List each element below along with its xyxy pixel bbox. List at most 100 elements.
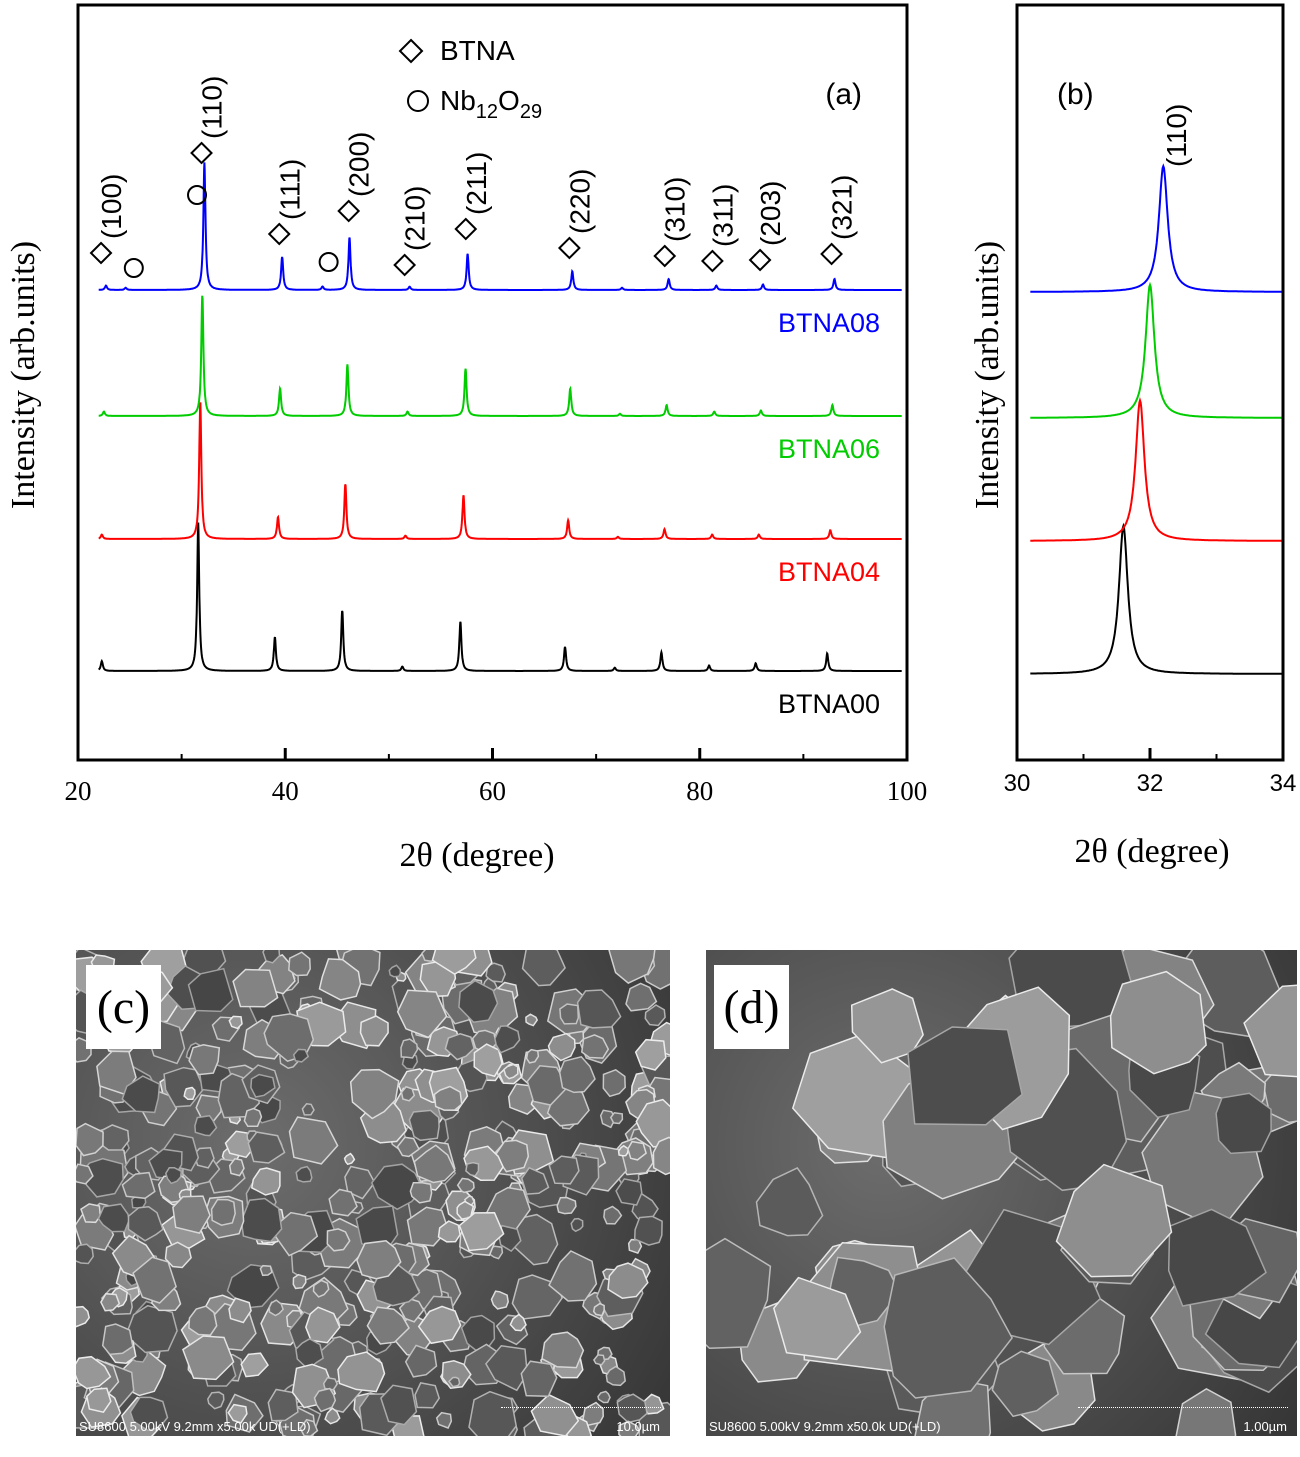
sem-grain	[288, 951, 311, 977]
sem-grain	[227, 1403, 248, 1424]
sem-grain	[409, 1182, 433, 1204]
x-tick-label-b: 32	[1137, 770, 1164, 797]
sem-grain	[324, 1407, 341, 1425]
phase-marker-btna	[190, 141, 213, 165]
sem-grain	[328, 1188, 358, 1217]
x-axis-label-b: 2θ (degree)	[1074, 833, 1229, 870]
panel-label-a: (a)	[825, 78, 862, 111]
sem-grain	[706, 1237, 772, 1350]
sem-info-c: SU8600 5.00kV 9.2mm x5.00k UD(+LD)	[79, 1419, 311, 1434]
sem-grain	[1215, 1092, 1272, 1155]
sem-grain	[301, 1103, 315, 1116]
sem-grain	[473, 1043, 503, 1078]
sem-grain	[570, 1217, 584, 1233]
sem-grain	[243, 1107, 263, 1128]
sem-grain	[228, 1015, 243, 1030]
sem-grain	[644, 1004, 666, 1027]
sem-grain	[121, 1171, 156, 1200]
phase-marker-btna	[393, 253, 417, 277]
sem-grain	[991, 1350, 1060, 1418]
sem-grain	[556, 1196, 577, 1215]
sem-grain	[129, 1396, 169, 1432]
sem-grain	[456, 1177, 475, 1194]
sem-grain	[188, 1305, 218, 1336]
sem-grain	[398, 1297, 425, 1323]
sem-grain	[548, 1155, 580, 1185]
sem-grain	[850, 988, 924, 1064]
xrd-series-line-btna08	[98, 162, 902, 291]
sem-grain	[484, 1345, 528, 1392]
sem-grain	[400, 1085, 416, 1102]
sem-grain	[343, 1152, 356, 1166]
sem-grain	[435, 1411, 453, 1429]
peak-line-btna06	[1030, 281, 1283, 419]
sem-grain	[97, 1203, 130, 1233]
sem-grain	[344, 1165, 376, 1200]
sem-grain	[609, 1111, 624, 1125]
sem-grain	[580, 1034, 610, 1059]
sem-grain	[592, 1354, 606, 1366]
sem-grain	[247, 1131, 286, 1164]
x-tick-label-a: 100	[887, 776, 928, 806]
sem-grain	[433, 1085, 463, 1111]
sem-grain	[359, 1015, 389, 1047]
sem-grain	[259, 1264, 273, 1277]
sem-grain	[525, 1048, 540, 1064]
phase-marker-nb12o29	[187, 185, 208, 205]
sem-scale-d: 1.00µm	[1243, 1419, 1287, 1434]
sem-grain	[494, 1025, 521, 1054]
sem-image-d: (d) SU8600 5.00kV 9.2mm x50.0k UD(+LD) 1…	[706, 950, 1297, 1436]
sem-grain	[907, 1026, 1023, 1126]
sem-grain	[164, 1241, 192, 1269]
hkl-label-b: (110)	[1161, 104, 1192, 167]
sem-grain	[558, 1055, 596, 1094]
x-tick-label-a: 40	[272, 776, 299, 806]
y-axis-label-a: Intensity (arb.units)	[5, 241, 42, 509]
sem-grain	[605, 1365, 626, 1387]
sem-grain	[366, 1306, 410, 1345]
x-axis-label-a: 2θ (degree)	[399, 837, 554, 874]
sem-grain	[625, 982, 658, 1012]
sem-grain	[240, 1197, 283, 1243]
sem-grain	[503, 1063, 519, 1080]
sem-grain	[633, 1215, 663, 1246]
sem-grain	[603, 1205, 623, 1225]
phase-marker-nb12o29	[123, 258, 144, 278]
sem-grain	[76, 1305, 91, 1328]
hkl-label: (311)	[707, 184, 738, 247]
sem-grain	[431, 950, 477, 975]
sem-grain	[465, 1161, 480, 1177]
scale-bar-d	[1078, 1407, 1288, 1416]
peak-line-btna00	[1030, 522, 1283, 675]
sem-info-d: SU8600 5.00kV 9.2mm x50.0k UD(+LD)	[709, 1419, 941, 1434]
x-tick-label-a: 80	[686, 776, 713, 806]
y-axis-label-b: Intensity (arb.units)	[969, 241, 1006, 509]
xrd-series-line-btna06	[98, 295, 902, 417]
sem-grain	[228, 1297, 252, 1324]
sem-image-c: (c) SU8600 5.00kV 9.2mm x5.00k UD(+LD) 1…	[76, 950, 670, 1436]
sem-grain	[101, 1323, 134, 1356]
series-label-btna00: BTNA00	[778, 689, 880, 719]
x-tick-label-b: 30	[1004, 770, 1031, 797]
sem-grain	[85, 1387, 112, 1414]
sem-grain	[313, 1387, 337, 1413]
sem-grain	[615, 1178, 643, 1206]
hkl-label: (321)	[827, 175, 858, 240]
panel-label-b: (b)	[1057, 78, 1094, 111]
x-tick-label-a: 20	[65, 776, 92, 806]
sem-grain	[468, 1390, 517, 1436]
sem-grain	[299, 1418, 319, 1436]
sem-grain	[417, 1305, 462, 1345]
phase-marker-btna	[337, 199, 361, 223]
hkl-label: (310)	[660, 177, 691, 242]
sem-grain	[1175, 1388, 1237, 1436]
sem-grain	[262, 950, 281, 964]
sem-grain	[292, 1048, 310, 1063]
hkl-label: (110)	[197, 76, 228, 139]
sem-grain	[616, 1393, 648, 1424]
sem-grain	[530, 1393, 580, 1436]
hkl-label: (100)	[96, 174, 127, 239]
sem-grain	[295, 1165, 313, 1183]
phase-marker-btna	[820, 242, 843, 266]
sem-grain	[312, 1279, 330, 1298]
